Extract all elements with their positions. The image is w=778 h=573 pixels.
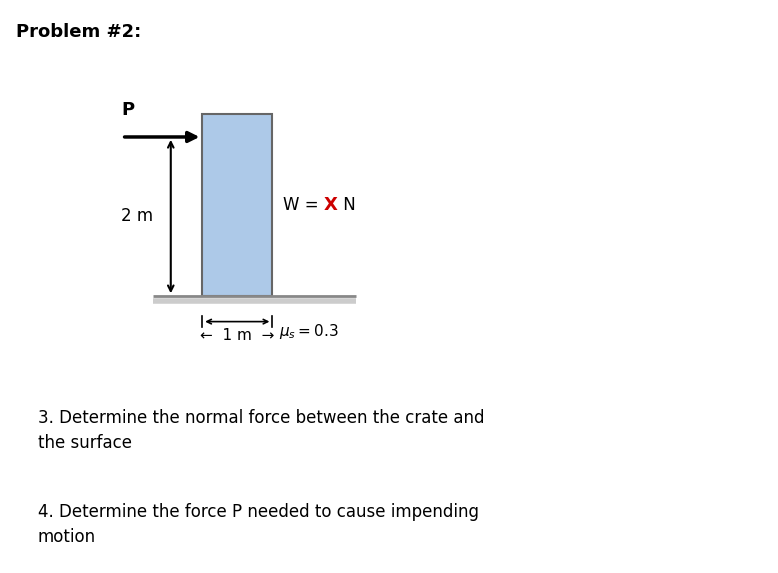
Text: $\mu_s = 0.3$: $\mu_s = 0.3$ [279,321,339,340]
Text: 4. Determine the force P needed to cause impending
motion: 4. Determine the force P needed to cause… [38,503,479,546]
Text: ←  1 m  →: ← 1 m → [200,328,275,343]
Text: 3. Determine the normal force between the crate and
the surface: 3. Determine the normal force between th… [38,409,485,452]
Bar [202,114,272,296]
Text: 2 m: 2 m [121,207,153,225]
Text: N: N [338,196,356,214]
Text: X: X [324,196,338,214]
Text: P: P [121,101,135,119]
Text: Problem #2:: Problem #2: [16,23,141,41]
Text: W =: W = [283,196,324,214]
